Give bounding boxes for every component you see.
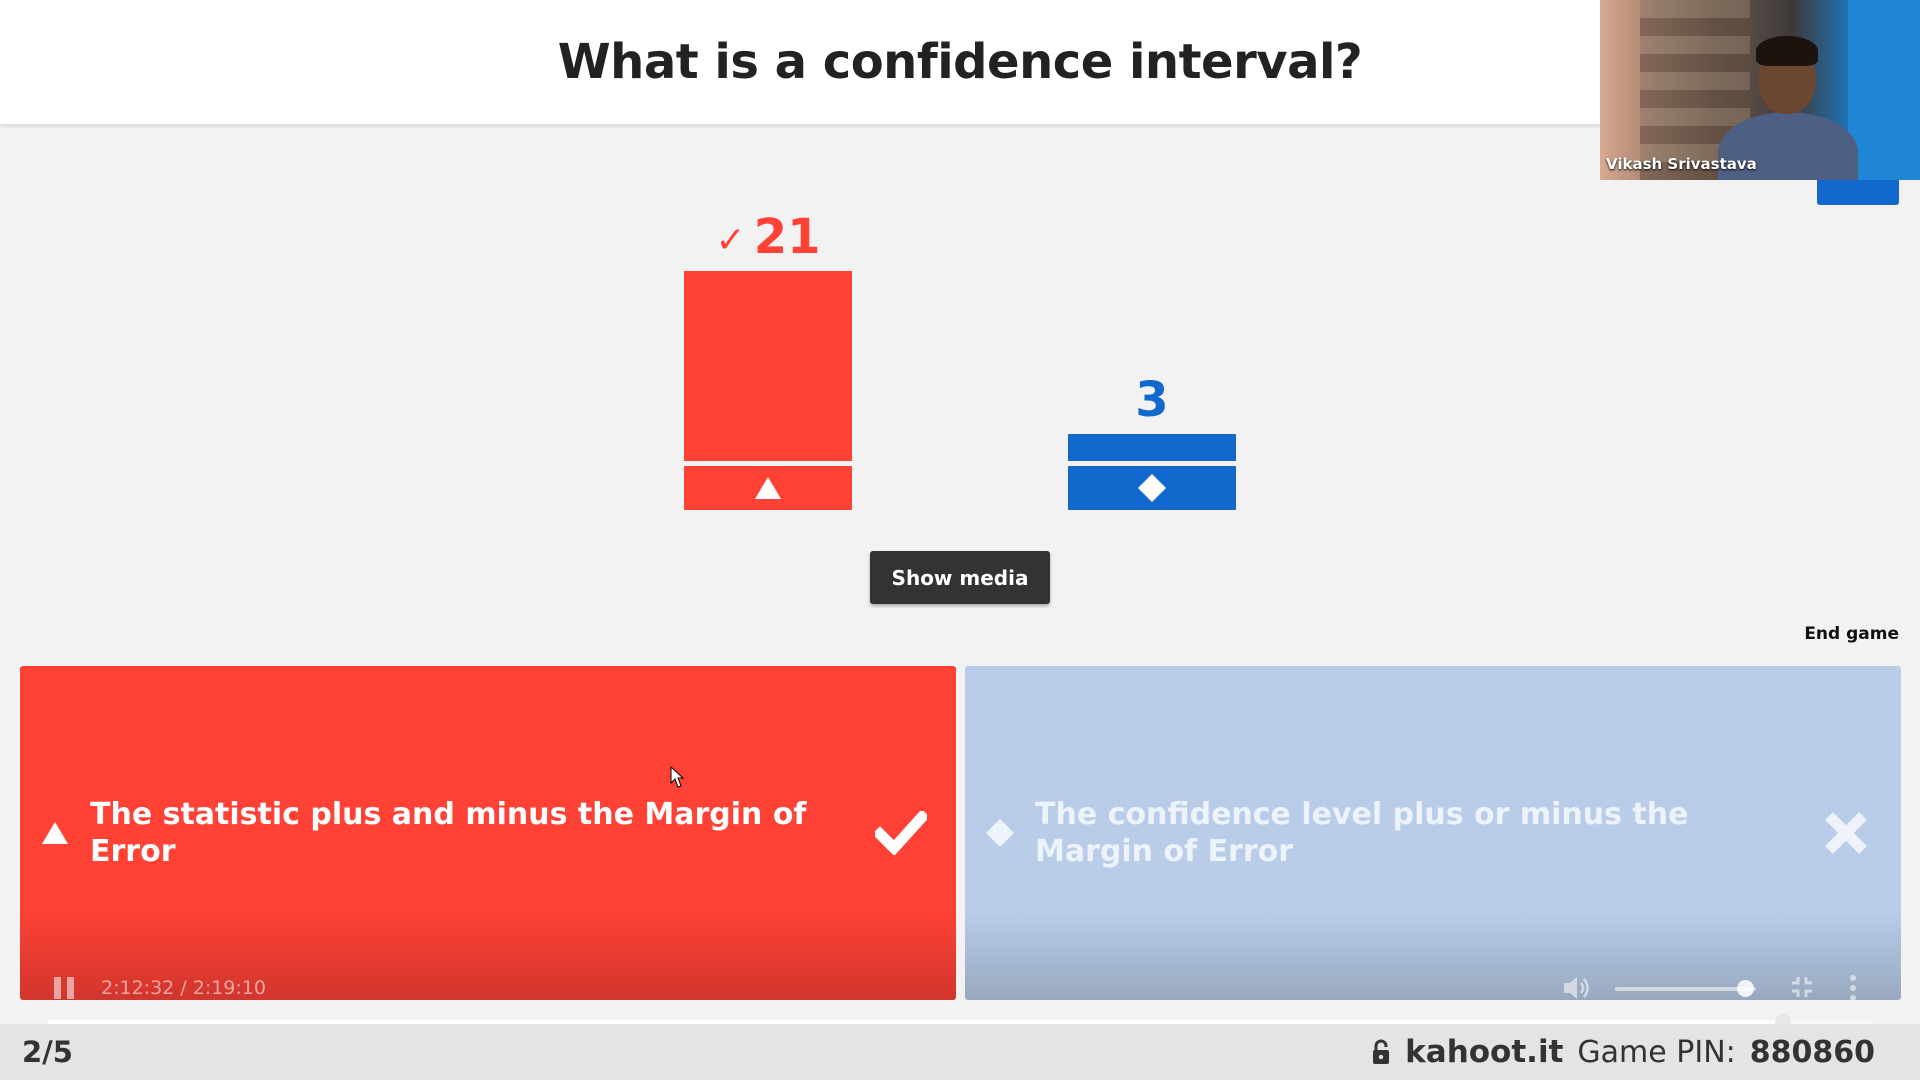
checkmark-icon	[875, 811, 927, 855]
game-pin-label: Game PIN:	[1577, 1034, 1736, 1070]
mouse-cursor-icon	[670, 766, 684, 788]
triangle-icon	[42, 822, 68, 844]
volume-knob[interactable]	[1736, 980, 1754, 997]
volume-icon[interactable]	[1562, 974, 1592, 1002]
answer-text-a: The statistic plus and minus the Margin …	[90, 797, 807, 869]
more-options-icon[interactable]	[1848, 974, 1858, 1002]
lock-icon[interactable]	[1371, 1039, 1391, 1065]
diamond-icon	[1138, 474, 1166, 502]
video-time: 2:12:32 / 2:19:10	[101, 977, 266, 999]
answer-text-b: The confidence level plus or minus the M…	[1035, 797, 1689, 869]
header-button[interactable]	[1817, 180, 1899, 205]
end-game-button[interactable]: End game	[1804, 624, 1899, 644]
triangle-icon	[755, 477, 781, 499]
pause-icon[interactable]	[54, 977, 76, 999]
exit-fullscreen-icon[interactable]	[1790, 975, 1814, 999]
diamond-icon	[986, 819, 1014, 847]
results-chart: ✓ 21 3	[0, 0, 1920, 520]
question-counter: 2/5	[22, 1035, 73, 1069]
bar-base-b	[1068, 466, 1236, 510]
bar-a	[684, 271, 852, 461]
volume-slider[interactable]	[1615, 987, 1756, 991]
participant-name: Vikash Srivastava	[1606, 155, 1757, 173]
bar-b	[1068, 434, 1236, 461]
question-title: What is a confidence interval?	[557, 34, 1363, 90]
bar-count-label-a: ✓ 21	[715, 209, 821, 265]
game-footer: 2/5 kahoot.it Game PIN: 880860	[0, 1024, 1920, 1080]
bar-base-a	[684, 466, 852, 510]
game-pin: 880860	[1749, 1034, 1875, 1070]
answer-card-a: The statistic plus and minus the Margin …	[20, 666, 956, 1000]
show-media-button[interactable]: Show media	[870, 551, 1050, 604]
webcam-video: Vikash Srivastava	[1600, 0, 1920, 180]
video-progress-fill	[48, 1020, 1783, 1024]
bar-count-label-b: 3	[1135, 372, 1169, 428]
site-name: kahoot.it	[1405, 1034, 1564, 1070]
answer-card-b: The confidence level plus or minus the M…	[965, 666, 1901, 1000]
cross-icon	[1825, 812, 1867, 854]
check-icon: ✓	[715, 219, 746, 261]
